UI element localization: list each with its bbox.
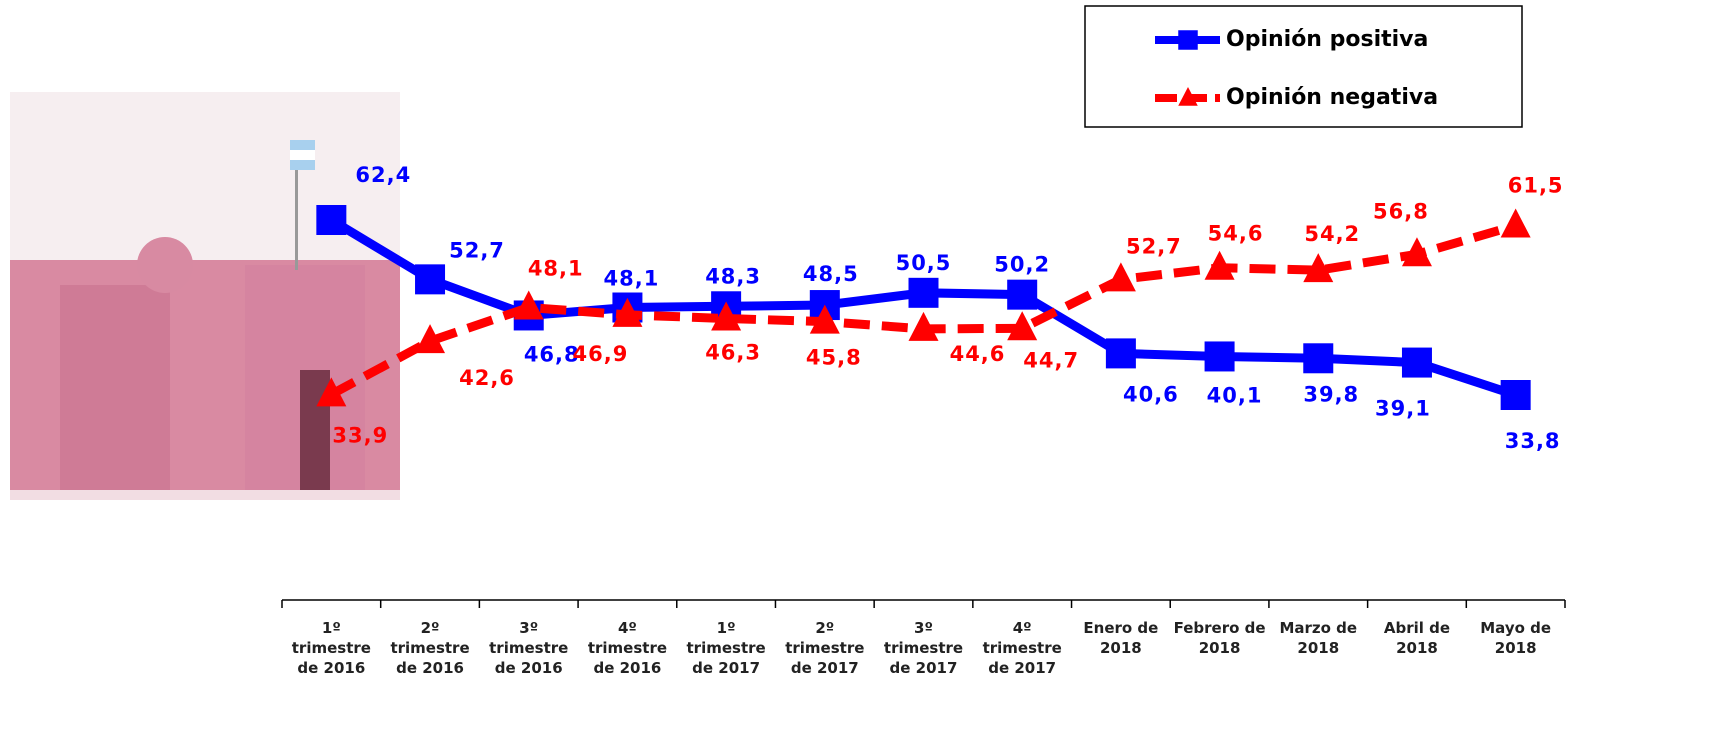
x-tick-label: Febrero de 2018 (1173, 619, 1266, 657)
marker (1105, 262, 1136, 292)
data-label: 45,8 (806, 346, 862, 370)
legend (1084, 5, 1523, 128)
data-label: 56,8 (1373, 199, 1429, 223)
marker (1007, 279, 1038, 310)
data-label: 50,5 (896, 251, 952, 275)
data-label: 48,3 (705, 264, 761, 288)
x-tick-label: 2º trimestre de 2016 (390, 619, 470, 677)
data-label: 50,2 (994, 253, 1050, 277)
x-tick-label: Enero de 2018 (1083, 619, 1159, 657)
marker (415, 324, 446, 354)
marker (908, 277, 939, 308)
marker (316, 205, 347, 235)
x-tick-label: Mayo de 2018 (1480, 619, 1552, 657)
marker (316, 377, 347, 407)
data-label: 46,9 (573, 342, 629, 366)
x-tick-label: 1º trimestre de 2017 (686, 619, 766, 677)
data-label: 52,7 (1126, 234, 1182, 258)
data-label: 39,8 (1303, 382, 1359, 406)
x-tick-label: 3º trimestre de 2017 (883, 619, 964, 677)
data-label: 48,5 (803, 262, 859, 286)
data-label: 33,9 (332, 423, 388, 447)
marker (1303, 253, 1334, 283)
data-label: 62,4 (355, 163, 411, 187)
marker (1007, 311, 1038, 341)
x-tick-label: Abril de 2018 (1383, 619, 1451, 657)
data-label: 54,6 (1208, 222, 1264, 246)
marker (1303, 343, 1334, 374)
marker (809, 304, 840, 334)
marker (1204, 341, 1235, 372)
data-label: 40,1 (1207, 383, 1263, 407)
legend-label: Opinión negativa (1226, 85, 1438, 110)
legend-marker (1178, 30, 1198, 50)
marker (1500, 208, 1531, 238)
data-label: 48,1 (528, 257, 584, 281)
marker (1204, 250, 1235, 280)
x-tick-label: Marzo de 2018 (1279, 619, 1358, 657)
marker (1401, 347, 1432, 378)
marker (513, 290, 544, 320)
data-label: 42,6 (459, 366, 515, 390)
marker (1401, 237, 1432, 267)
marker (612, 297, 643, 327)
data-label: 44,7 (1023, 348, 1079, 372)
data-label: 61,5 (1508, 174, 1564, 198)
marker (1500, 380, 1531, 410)
marker (711, 301, 742, 331)
data-label: 39,1 (1375, 397, 1431, 421)
data-label: 48,1 (604, 267, 660, 291)
x-tick-label: 1º trimestre de 2016 (291, 619, 371, 677)
data-label: 33,8 (1505, 429, 1561, 453)
x-tick-label: 4º trimestre de 2016 (587, 619, 668, 677)
data-label: 52,7 (449, 238, 505, 262)
data-label: 46,3 (705, 341, 761, 365)
data-label: 44,6 (950, 342, 1006, 366)
data-label: 46,8 (524, 342, 580, 366)
x-tick-label: 4º trimestre de 2017 (982, 619, 1062, 677)
x-tick-label: 3º trimestre de 2016 (489, 619, 569, 677)
legend-label: Opinión positiva (1226, 27, 1428, 52)
legend-marker (1178, 86, 1198, 106)
marker (908, 311, 939, 341)
photo (10, 92, 400, 500)
marker (415, 264, 446, 295)
x-tick-label: 2º trimestre de 2017 (785, 619, 865, 677)
marker (1105, 338, 1136, 369)
data-label: 40,6 (1123, 382, 1179, 406)
data-label: 54,2 (1304, 222, 1360, 246)
